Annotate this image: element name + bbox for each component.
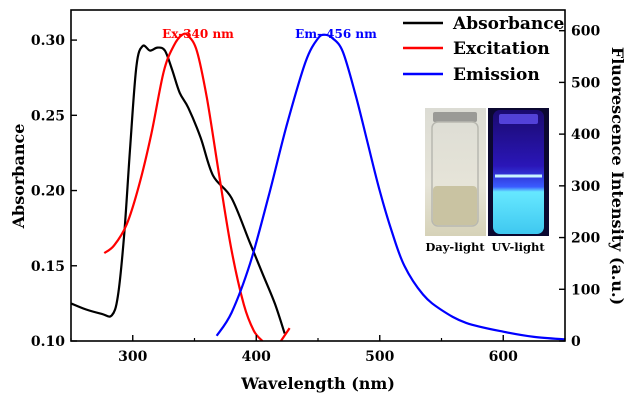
x-tick-label: 400	[242, 349, 271, 365]
y-right-tick-label: 0	[571, 334, 581, 350]
x-axis-title: Wavelength (nm)	[240, 374, 395, 393]
y-left-tick-label: 0.20	[31, 184, 65, 200]
y-left-tick-label: 0.15	[31, 259, 65, 275]
excitation-peak-label: Ex-340 nm	[162, 27, 234, 41]
y-right-tick-label: 500	[571, 75, 600, 91]
y-right-axis-title: Fluorescence Intensity (a.u.)	[608, 47, 627, 305]
uvlight-label: UV-light	[491, 240, 545, 254]
y-right-tick-label: 300	[571, 179, 600, 195]
x-tick-label: 600	[489, 349, 518, 365]
daylight-vial-cap	[433, 112, 477, 122]
uvlight-vial-cap	[499, 114, 538, 124]
series-line-excitation	[103, 32, 264, 341]
daylight-vial-liquid	[433, 186, 477, 225]
daylight-vial-glass	[431, 121, 479, 227]
y-left-axis-title: Absorbance	[9, 124, 28, 230]
y-right-tick-label: 200	[571, 231, 600, 247]
y-left-tick-label: 0.25	[31, 108, 65, 124]
y-left-tick-label: 0.10	[31, 334, 65, 350]
series-line-excitation-tail	[279, 327, 291, 341]
y-left-tick-label: 0.30	[31, 33, 65, 49]
legend-label-excitation: Excitation	[453, 39, 550, 59]
inset-photo: Day-light UV-light	[420, 104, 551, 258]
legend-label-emission: Emission	[453, 65, 540, 85]
y-right-tick-label: 100	[571, 282, 600, 298]
legend: Absorbance Excitation Emission	[403, 14, 565, 85]
y-right-tick-label: 400	[571, 127, 600, 143]
y-right-tick-label: 600	[571, 24, 600, 40]
daylight-label: Day-light	[425, 240, 485, 254]
x-tick-label: 300	[118, 349, 147, 365]
uvlight-vial-glow	[493, 110, 544, 234]
series-line-absorbance	[71, 44, 286, 334]
series-line-emission	[215, 33, 565, 341]
legend-label-absorbance: Absorbance	[452, 14, 565, 34]
x-tick-label: 500	[365, 349, 394, 365]
emission-peak-label: Em- 456 nm	[295, 27, 377, 41]
